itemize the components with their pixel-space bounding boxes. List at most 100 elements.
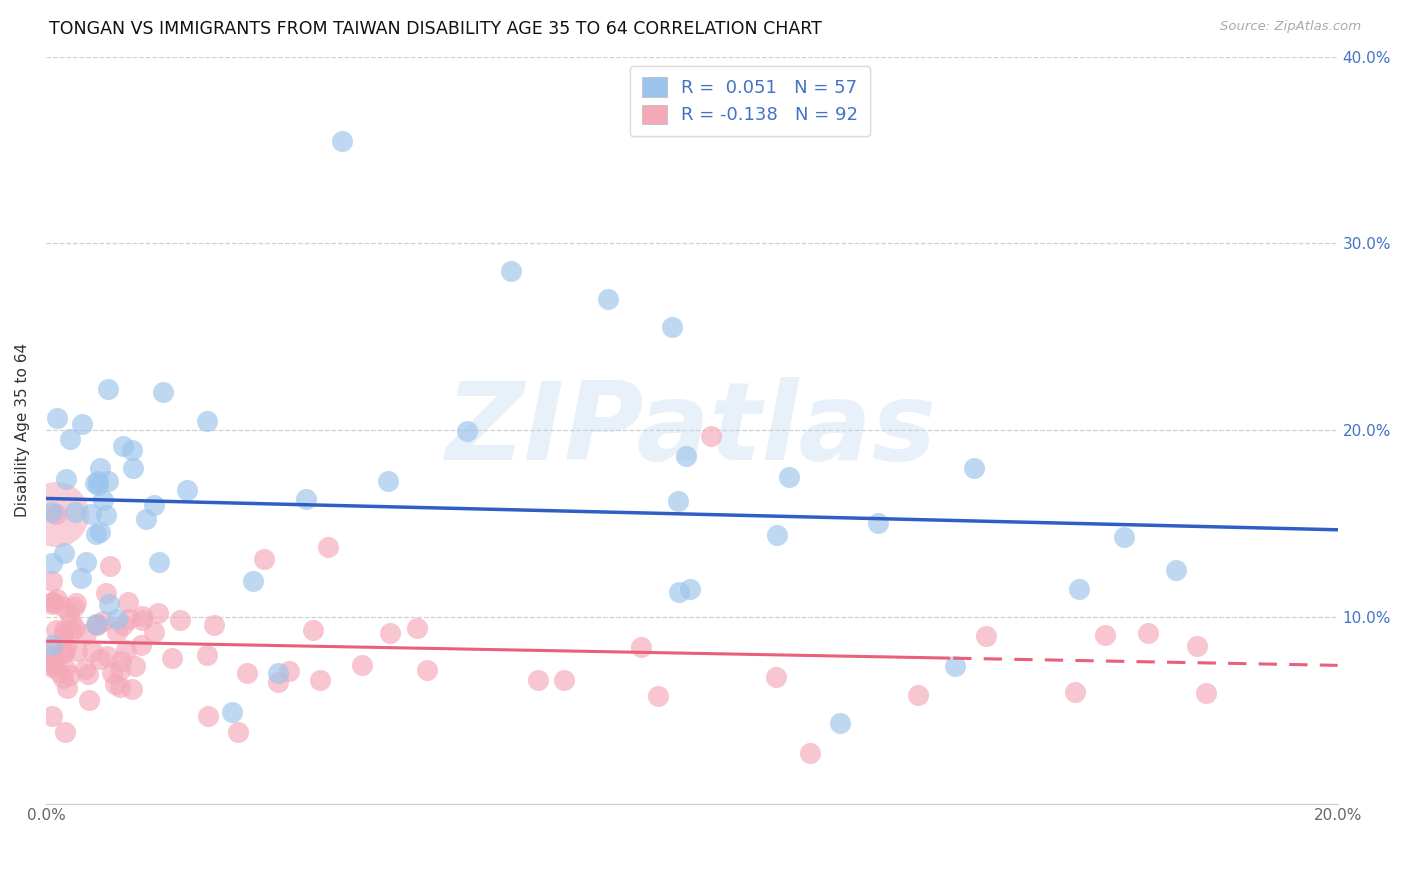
Point: [553, 673, 575, 687]
Point: [45, 507, 67, 521]
Point: [630, 640, 652, 654]
Point: [131, 609, 153, 624]
Point: [226, 725, 249, 739]
Point: [830, 716, 852, 731]
Point: [202, 618, 225, 632]
Text: ZIPatlas: ZIPatlas: [446, 377, 938, 483]
Point: [41, 557, 63, 571]
Point: [84, 617, 107, 632]
Point: [53, 724, 76, 739]
Point: [87, 474, 110, 488]
Point: [51, 599, 73, 614]
Point: [94, 586, 117, 600]
Point: [943, 658, 966, 673]
Y-axis label: Disability Age 35 to 64: Disability Age 35 to 64: [15, 343, 30, 517]
Point: [456, 424, 478, 438]
Point: [253, 551, 276, 566]
Point: [668, 584, 690, 599]
Point: [87, 478, 110, 492]
Point: [97, 474, 120, 488]
Point: [526, 673, 548, 688]
Point: [77, 667, 100, 681]
Point: [52, 671, 75, 685]
Point: [108, 680, 131, 694]
Point: [135, 512, 157, 526]
Point: [41, 597, 63, 611]
Point: [301, 624, 323, 638]
Point: [45, 591, 67, 606]
Point: [80, 644, 103, 658]
Point: [197, 709, 219, 723]
Point: [765, 670, 787, 684]
Point: [309, 673, 332, 687]
Point: [405, 621, 427, 635]
Point: [70, 417, 93, 432]
Point: [59, 667, 82, 681]
Point: [122, 460, 145, 475]
Point: [55, 640, 77, 654]
Point: [963, 461, 986, 475]
Point: [41, 594, 63, 608]
Point: [53, 627, 76, 641]
Point: [97, 382, 120, 396]
Point: [294, 491, 316, 506]
Point: [142, 499, 165, 513]
Point: [96, 648, 118, 663]
Point: [267, 666, 290, 681]
Point: [221, 705, 243, 719]
Point: [700, 429, 723, 443]
Point: [93, 493, 115, 508]
Point: [596, 293, 619, 307]
Point: [108, 663, 131, 677]
Point: [197, 414, 219, 428]
Point: [56, 681, 79, 695]
Point: [236, 666, 259, 681]
Point: [45, 507, 67, 521]
Point: [104, 677, 127, 691]
Point: [316, 541, 339, 555]
Point: [267, 674, 290, 689]
Point: [1185, 639, 1208, 653]
Legend: R =  0.051   N = 57, R = -0.138   N = 92: R = 0.051 N = 57, R = -0.138 N = 92: [630, 66, 870, 136]
Point: [352, 657, 374, 672]
Point: [1137, 626, 1160, 640]
Point: [41, 708, 63, 723]
Point: [63, 621, 86, 635]
Point: [111, 439, 134, 453]
Point: [58, 607, 80, 621]
Point: [45, 623, 67, 637]
Point: [41, 660, 63, 674]
Point: [65, 596, 87, 610]
Point: [766, 528, 789, 542]
Point: [105, 611, 128, 625]
Point: [378, 625, 401, 640]
Point: [1064, 685, 1087, 699]
Point: [101, 665, 124, 680]
Point: [70, 571, 93, 585]
Point: [41, 656, 63, 670]
Point: [41, 595, 63, 609]
Text: Source: ZipAtlas.com: Source: ZipAtlas.com: [1220, 20, 1361, 33]
Point: [52, 546, 75, 560]
Point: [59, 433, 82, 447]
Point: [661, 320, 683, 334]
Point: [89, 461, 111, 475]
Point: [907, 688, 929, 702]
Point: [118, 612, 141, 626]
Point: [121, 443, 143, 458]
Point: [778, 470, 800, 484]
Point: [98, 558, 121, 573]
Point: [499, 264, 522, 278]
Point: [647, 689, 669, 703]
Point: [41, 574, 63, 588]
Point: [41, 505, 63, 519]
Point: [94, 508, 117, 523]
Point: [1112, 530, 1135, 544]
Point: [675, 449, 697, 463]
Point: [121, 682, 143, 697]
Point: [111, 618, 134, 632]
Point: [91, 614, 114, 628]
Point: [86, 617, 108, 632]
Point: [195, 648, 218, 662]
Point: [866, 516, 889, 530]
